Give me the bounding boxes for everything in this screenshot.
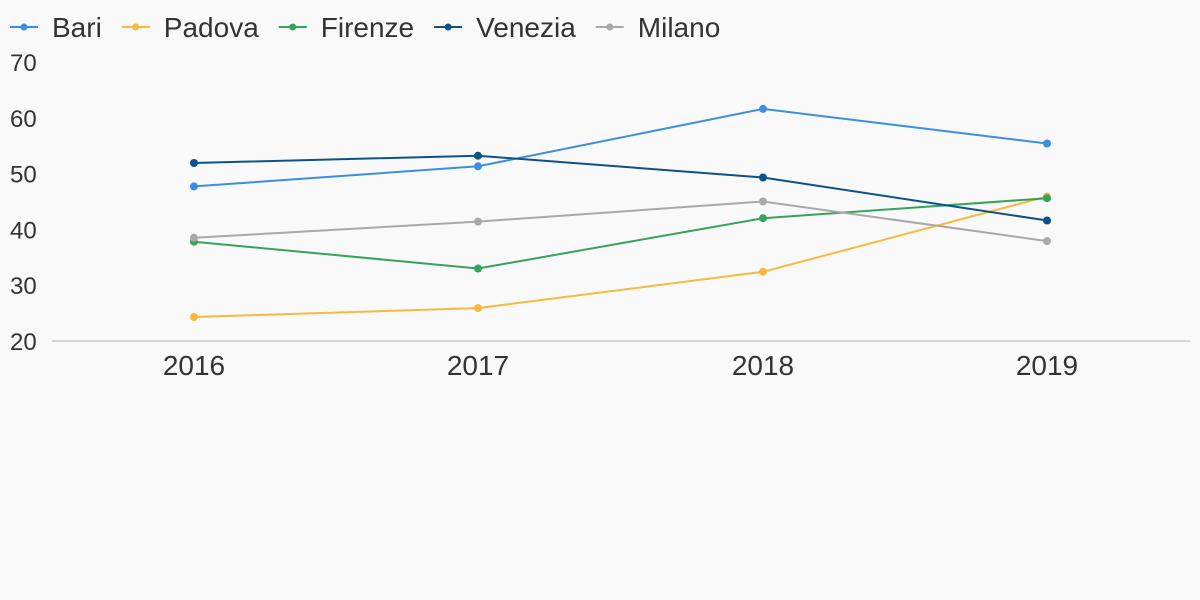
- legend-swatch-marker: [289, 23, 297, 31]
- legend-item-venezia[interactable]: Venezia: [434, 12, 576, 43]
- x-tick-label: 2018: [732, 350, 794, 381]
- legend-swatch-marker: [606, 23, 614, 31]
- series-firenze: [190, 194, 1051, 273]
- data-point-milano-2018[interactable]: [759, 197, 767, 206]
- x-tick-label: 2017: [447, 350, 509, 381]
- series-line-bari: [193, 107, 1048, 188]
- legend-label: Firenze: [321, 12, 414, 43]
- data-point-milano-2017[interactable]: [474, 217, 482, 226]
- data-point-firenze-2017[interactable]: [474, 264, 482, 273]
- y-tick-label: 70: [10, 50, 37, 77]
- data-point-firenze-2018[interactable]: [759, 214, 767, 223]
- series-bari: [190, 104, 1051, 191]
- y-tick-label: 50: [10, 162, 37, 189]
- legend-item-padova[interactable]: Padova: [121, 12, 259, 43]
- legend-label: Milano: [638, 12, 720, 43]
- y-tick-label: 30: [10, 273, 37, 300]
- data-point-venezia-2018[interactable]: [759, 173, 767, 182]
- data-point-venezia-2016[interactable]: [190, 159, 198, 167]
- data-point-padova-2018[interactable]: [759, 267, 767, 276]
- series-venezia: [190, 151, 1051, 225]
- series-line-padova: [193, 195, 1048, 318]
- y-axis-ticks: 20 30 40 50 60 70: [10, 50, 37, 356]
- legend-label: Venezia: [476, 12, 576, 43]
- legend: Bari Padova Firenze Venezia Milano: [10, 12, 720, 43]
- data-point-bari-2018[interactable]: [759, 104, 767, 113]
- legend-swatch-marker: [444, 23, 452, 31]
- data-point-bari-2019[interactable]: [1043, 139, 1051, 148]
- y-tick-label: 20: [10, 329, 37, 356]
- data-point-padova-2017[interactable]: [474, 304, 482, 313]
- series-line-venezia: [193, 154, 1048, 222]
- x-tick-label: 2016: [163, 350, 225, 381]
- data-point-bari-2016[interactable]: [190, 182, 198, 191]
- y-tick-label: 40: [10, 217, 37, 244]
- y-tick-label: 60: [10, 106, 37, 133]
- legend-item-bari[interactable]: Bari: [10, 12, 102, 43]
- data-point-firenze-2019[interactable]: [1043, 194, 1051, 203]
- series-milano: [190, 197, 1051, 246]
- data-point-milano-2019[interactable]: [1043, 237, 1051, 246]
- data-point-padova-2016[interactable]: [190, 313, 198, 321]
- legend-label: Bari: [52, 12, 102, 43]
- legend-swatch-marker: [20, 23, 28, 31]
- legend-item-milano[interactable]: Milano: [595, 12, 720, 43]
- data-point-bari-2017[interactable]: [474, 162, 482, 171]
- data-point-venezia-2017[interactable]: [474, 151, 482, 160]
- data-point-venezia-2019[interactable]: [1043, 216, 1051, 225]
- x-axis-ticks: 2016 2017 2018 2019: [163, 350, 1078, 381]
- series-line-milano: [193, 200, 1048, 243]
- x-tick-label: 2019: [1016, 350, 1078, 381]
- data-point-milano-2016[interactable]: [190, 233, 198, 242]
- legend-item-firenze[interactable]: Firenze: [278, 12, 414, 43]
- legend-swatch-marker: [132, 23, 140, 31]
- series-line-firenze: [193, 197, 1048, 270]
- series-lines: [190, 104, 1051, 321]
- legend-label: Padova: [164, 12, 259, 43]
